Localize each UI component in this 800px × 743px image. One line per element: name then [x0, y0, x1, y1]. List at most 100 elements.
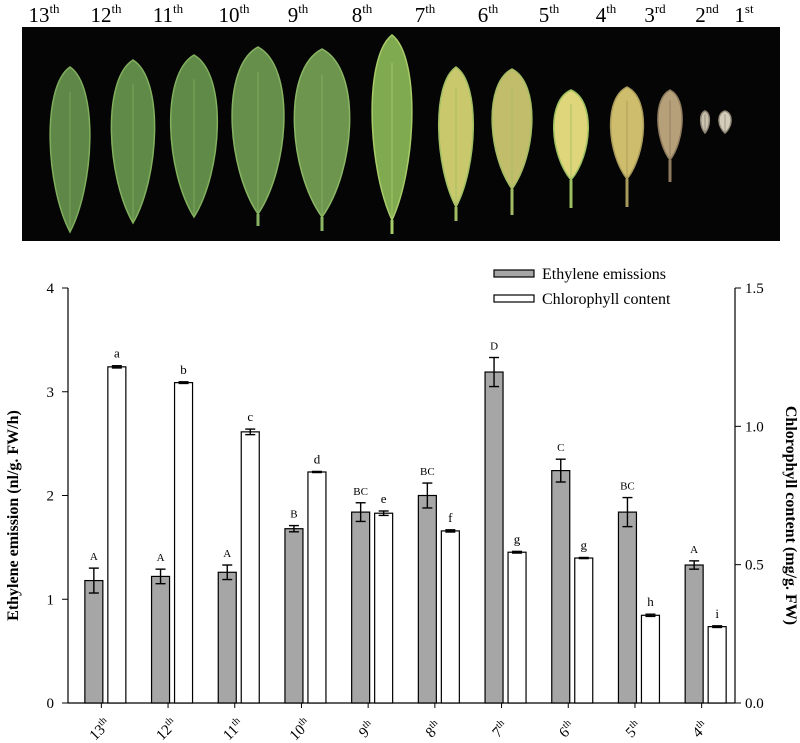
leaf-number-label: 4th	[595, 1, 617, 28]
significance-label: D	[490, 341, 498, 353]
significance-label: i	[715, 606, 719, 621]
x-tick-label: 5th	[622, 718, 646, 742]
ethylene-bar	[684, 564, 704, 704]
leaf-number-label: 7th	[414, 1, 436, 28]
leaf-number-label: 8th	[351, 1, 373, 28]
x-tick-label: 9th	[355, 718, 379, 742]
x-tick-label: 6th	[555, 718, 579, 742]
legend-label: Ethylene emissions	[542, 266, 666, 283]
leaf-number-label: 6th	[477, 1, 499, 28]
chlorophyll-bar	[507, 551, 527, 704]
leaf-number-suffix: th	[488, 1, 499, 16]
significance-label: g	[514, 531, 521, 546]
legend-swatch	[493, 294, 535, 303]
chlorophyll-bar	[574, 557, 594, 704]
leaf-number-label: 2nd	[695, 1, 719, 28]
ethylene-bar	[284, 528, 304, 704]
leaf-number: 12	[90, 3, 112, 27]
leaf-number: 9	[287, 3, 299, 27]
significance-label: BC	[420, 466, 435, 478]
legend-swatch	[493, 269, 535, 278]
x-tick-label: 4th	[688, 718, 712, 742]
left-y-axis-title: Ethylene emission (nl/g. FW/h)	[5, 410, 22, 621]
leaf-number-suffix: th	[49, 1, 60, 16]
chlorophyll-bar	[307, 471, 327, 704]
leaf-number: 2	[695, 3, 706, 27]
leaf-number-suffix: th	[239, 1, 250, 16]
leaf-number: 4	[595, 3, 607, 27]
left-y-tick-label: 1	[47, 592, 55, 608]
significance-label: C	[557, 442, 564, 454]
x-tick-label: 11th	[219, 715, 247, 743]
leaf-number-suffix: st	[744, 1, 754, 16]
leaf-number-suffix: nd	[705, 1, 719, 16]
leaf-number-suffix: th	[425, 1, 436, 16]
x-tick-label: 10th	[285, 715, 314, 743]
significance-label: f	[448, 510, 453, 525]
chlorophyll-bar	[440, 530, 460, 704]
right-y-tick-label: 0.0	[745, 696, 764, 712]
chlorophyll-bar	[107, 366, 127, 704]
left-y-tick-label: 0	[47, 696, 55, 712]
significance-label: g	[581, 537, 588, 552]
leaf-number-label: 10th	[218, 1, 250, 28]
significance-label: A	[157, 552, 165, 564]
significance-label: BC	[620, 481, 635, 493]
left-y-tick-label: 4	[47, 281, 55, 297]
chlorophyll-bar	[173, 382, 194, 704]
x-tick-label: 12th	[152, 715, 181, 743]
significance-label: c	[247, 409, 253, 424]
leaf-number-suffix: th	[298, 1, 309, 16]
ethylene-bar	[150, 575, 171, 704]
ethylene-bar	[484, 371, 504, 704]
chlorophyll-bar	[374, 512, 394, 704]
significance-label: a	[114, 346, 120, 361]
leaf-number: 11	[152, 3, 174, 27]
leaf-photo-panel: 13th 12th 11th 10th 9th 8th 7th 6th 5th 4th 3rd 2nd…	[0, 0, 800, 245]
leaf-number: 6	[477, 3, 489, 27]
right-y-tick-label: 1.0	[745, 419, 764, 435]
chlorophyll-bar	[640, 614, 661, 704]
leaf-number-label: 11th	[152, 1, 183, 28]
leaf-number: 1	[734, 3, 745, 27]
leaf-number-label: 3rd	[644, 1, 666, 28]
leaf-number-label: 1st	[734, 1, 754, 28]
leaf-number-label: 9th	[287, 1, 309, 28]
leaf-number-suffix: rd	[654, 1, 666, 16]
right-y-tick-label: 1.5	[745, 281, 764, 297]
ethylene-bar	[84, 579, 104, 704]
leaf-number-suffix: th	[549, 1, 560, 16]
ethylene-bar	[217, 571, 237, 704]
significance-label: A	[223, 548, 231, 560]
leaf-number-label: 5th	[538, 1, 560, 28]
significance-label: A	[690, 544, 698, 556]
bar-chart: 0 1 2 3 4 0.0 0.5 1.0 1.5 Ethylene emission (nl/g…	[5, 266, 799, 743]
leaf-photograph	[22, 27, 780, 241]
x-tick-label: 7th	[488, 718, 512, 742]
right-y-tick-label: 0.5	[745, 558, 764, 574]
x-tick-label: 13th	[85, 715, 114, 743]
ethylene-bar	[617, 511, 638, 704]
left-y-tick-label: 2	[47, 489, 55, 505]
leaf-number: 5	[538, 3, 550, 27]
leaf-number: 13	[28, 3, 50, 27]
right-y-axis-title: Chlorophyll content (mg/g. FW)	[782, 406, 799, 625]
x-tick-label: 8th	[422, 718, 446, 742]
leaf-number: 8	[351, 3, 363, 27]
significance-label: h	[647, 594, 654, 609]
leaf-number-suffix: th	[606, 1, 617, 16]
significance-label: A	[90, 551, 98, 563]
significance-label: d	[314, 451, 321, 466]
leaf-number-suffix: th	[362, 1, 373, 16]
chlorophyll-bar	[707, 626, 727, 704]
leaf-number: 10	[218, 3, 240, 27]
leaf-number-label: 13th	[28, 1, 60, 28]
leaf-number-label: 12th	[90, 1, 122, 28]
ethylene-bar	[351, 511, 371, 704]
leaf-number: 7	[414, 3, 426, 27]
leaf-number-suffix: th	[111, 1, 122, 16]
ethylene-bar	[417, 494, 437, 704]
leaf-number: 3	[644, 3, 655, 27]
left-y-tick-label: 3	[47, 385, 55, 401]
significance-label: b	[180, 362, 187, 377]
